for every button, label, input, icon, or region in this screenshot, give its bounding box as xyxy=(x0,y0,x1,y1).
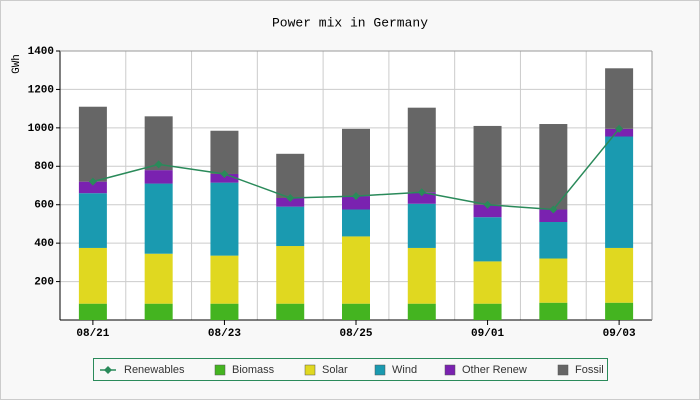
y-tick-label: 800 xyxy=(34,161,54,173)
bar-segment xyxy=(144,170,173,184)
line-marker xyxy=(483,200,492,209)
y-tick-label: 600 xyxy=(34,200,54,212)
bar-segment xyxy=(210,130,239,174)
bar-segment xyxy=(144,253,173,304)
y-tick-label: 200 xyxy=(34,276,54,288)
line-marker xyxy=(549,205,558,214)
line-marker xyxy=(88,177,97,186)
line-marker xyxy=(154,160,163,169)
bar-segment xyxy=(539,258,568,303)
bar-segment xyxy=(276,303,305,320)
bar-segment xyxy=(78,106,107,182)
x-tick-label: 09/03 xyxy=(603,328,636,340)
legend-marker xyxy=(104,366,112,374)
bar-segment xyxy=(473,204,502,218)
bar-segment xyxy=(342,128,370,197)
legend-label: Wind xyxy=(392,364,417,376)
legend-label: Biomass xyxy=(232,364,275,376)
y-tick-label: 1200 xyxy=(28,84,54,96)
y-tick-label: 1400 xyxy=(28,46,54,58)
bar-segment xyxy=(144,183,173,254)
bar-segment xyxy=(78,303,107,320)
line-marker xyxy=(220,169,229,178)
bar-segment xyxy=(473,125,502,205)
bar-segment xyxy=(605,302,634,320)
bar-segment xyxy=(407,303,436,320)
bar-segment xyxy=(407,107,436,193)
x-tick-label: 08/25 xyxy=(339,328,372,340)
bar-segment xyxy=(407,247,436,304)
x-tick-label: 08/21 xyxy=(76,328,109,340)
bar-segment xyxy=(342,196,370,210)
bar-segment xyxy=(605,247,634,303)
legend-swatch xyxy=(444,364,456,376)
bar-segment xyxy=(473,261,502,304)
bar-segment xyxy=(78,247,107,304)
bar-segment xyxy=(605,68,634,129)
bar-segment xyxy=(605,136,634,248)
bar-segment xyxy=(342,303,370,320)
bar-segment xyxy=(342,236,370,304)
bar-segment xyxy=(210,182,239,256)
chart-title: Power mix in Germany xyxy=(272,15,428,30)
bar-segment xyxy=(276,206,305,247)
bar-segment xyxy=(539,209,568,223)
bar-segment xyxy=(78,181,107,194)
bar-segment xyxy=(407,203,436,248)
legend-label: Renewables xyxy=(124,364,185,376)
bar-segment xyxy=(473,217,502,262)
legend-swatch xyxy=(374,364,386,376)
legend-label: Solar xyxy=(322,364,348,376)
bar-segment xyxy=(342,209,370,237)
y-axis-label: GWh xyxy=(11,54,23,74)
legend-swatch xyxy=(214,364,226,376)
bar-segment xyxy=(276,153,305,198)
bar-segment xyxy=(407,192,436,204)
line-marker xyxy=(352,192,360,201)
legend-label: Other Renew xyxy=(462,364,527,376)
line-marker xyxy=(417,188,426,197)
bar-segment xyxy=(539,302,568,320)
bar-segment xyxy=(210,255,239,304)
bar-segment xyxy=(210,303,239,320)
bar-segment xyxy=(539,222,568,259)
y-tick-label: 1000 xyxy=(28,123,54,135)
line-marker xyxy=(286,193,295,202)
bar-segment xyxy=(276,246,305,304)
y-tick-label: 400 xyxy=(34,238,54,250)
x-tick-label: 09/01 xyxy=(471,328,504,340)
legend-swatch xyxy=(557,364,569,376)
bar-segment xyxy=(144,303,173,320)
legend-swatch xyxy=(304,364,316,376)
bar-segment xyxy=(78,193,107,248)
bar-segment xyxy=(473,303,502,320)
x-tick-label: 08/23 xyxy=(208,328,241,340)
legend-label: Fossil xyxy=(575,364,604,376)
bar-segment xyxy=(276,197,305,207)
bar-segment xyxy=(210,173,239,183)
line-marker xyxy=(615,124,624,133)
bar-segment xyxy=(539,124,568,210)
